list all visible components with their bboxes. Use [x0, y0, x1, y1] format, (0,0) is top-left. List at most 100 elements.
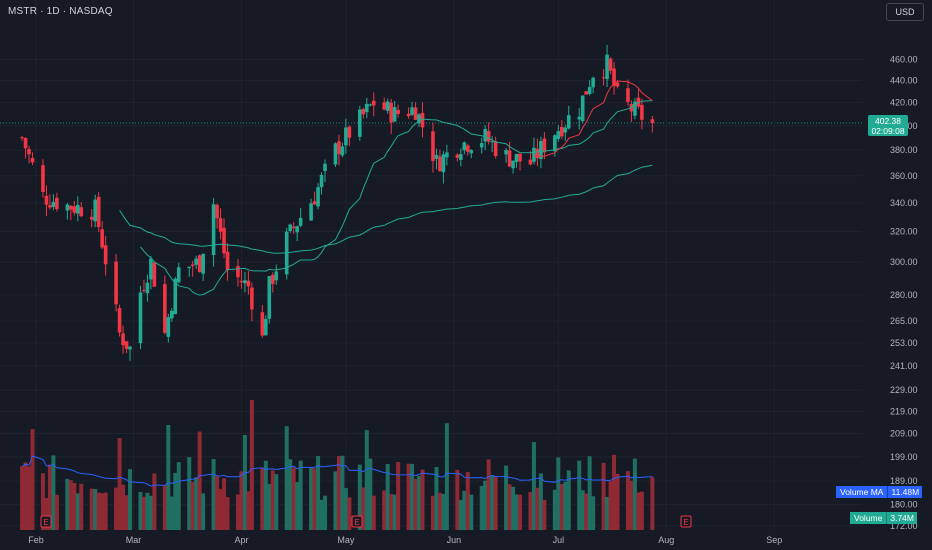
volume-bar: [605, 496, 610, 530]
volume-bar: [465, 472, 470, 530]
candle-body: [431, 131, 435, 161]
volume-bar: [542, 499, 547, 530]
candle-body: [459, 154, 463, 160]
candle-body: [465, 145, 470, 152]
volume-bar: [396, 461, 401, 530]
candle-body: [145, 282, 150, 294]
symbol-header[interactable]: MSTR · 1D · NASDAQ: [8, 6, 113, 17]
candle-body: [601, 77, 606, 79]
volume-bar: [295, 482, 300, 530]
moving-averages: [21, 80, 653, 487]
earnings-marker: [680, 515, 692, 528]
volume-bars: [20, 400, 655, 530]
volume-bar: [312, 468, 317, 530]
volume-bar: [385, 464, 390, 530]
volume-bar: [75, 493, 80, 530]
volume-bar: [368, 458, 373, 530]
candle-body: [486, 131, 491, 142]
volume-bar: [389, 493, 394, 530]
volume-bar: [420, 469, 425, 530]
candle-body: [41, 165, 45, 193]
volume-bar: [121, 484, 126, 530]
candle-body: [163, 284, 167, 333]
volume-bar: [625, 471, 630, 530]
ma-9-line: [533, 80, 653, 159]
volume-bar: [323, 495, 328, 530]
candle-body: [361, 108, 366, 115]
volume-ma-line: [21, 455, 653, 487]
volume-bar: [444, 423, 449, 530]
candle-body: [563, 127, 568, 133]
volume-bar: [483, 480, 488, 530]
candle-body: [117, 308, 122, 333]
candle-body: [295, 226, 299, 233]
price-axis-label: 172.00: [890, 521, 918, 531]
candle-body: [385, 101, 390, 111]
volume-bar: [152, 473, 157, 530]
candle-body: [211, 204, 216, 256]
volume-bar: [410, 463, 415, 530]
volume-bar: [563, 481, 568, 530]
volume-bar: [406, 463, 411, 530]
candle-body: [65, 204, 70, 211]
candle-body: [469, 150, 474, 154]
price-axis-label: 189.00: [890, 476, 918, 486]
candle-body: [124, 341, 129, 349]
volume-bar: [493, 476, 498, 530]
candle-body: [218, 218, 223, 232]
candle-body: [288, 224, 292, 232]
candle-body: [96, 196, 101, 228]
volume-bar: [201, 493, 206, 530]
candle-body: [410, 107, 414, 115]
candle-body: [44, 195, 49, 205]
candle-body: [79, 207, 84, 217]
volume-bar: [242, 435, 247, 530]
volume-ma-value: 11.48M: [887, 486, 923, 498]
volume-bar: [298, 460, 303, 530]
candle-body: [48, 205, 52, 208]
candle-body: [27, 149, 31, 155]
volume-bar: [336, 456, 341, 530]
volume-bar: [89, 488, 94, 530]
time-axis[interactable]: Feb Mar Apr May Jun Jul Aug Sep: [28, 535, 782, 545]
volume-bar: [54, 494, 59, 530]
volume-bar: [194, 477, 199, 530]
candle-body: [396, 109, 400, 114]
candles: [20, 44, 655, 361]
volume-bar: [462, 490, 467, 530]
candle-body: [528, 159, 533, 165]
volume-bar: [577, 460, 582, 530]
price-axis-label: 280.00: [890, 290, 918, 300]
volume-bar: [531, 442, 536, 530]
volume-bar: [364, 430, 369, 530]
candle-body: [389, 102, 393, 123]
volume-bar: [587, 456, 592, 530]
candle-body: [23, 137, 28, 149]
currency-button[interactable]: USD: [886, 3, 924, 21]
candle-body: [445, 152, 449, 158]
candle-body: [483, 129, 487, 142]
earnings-marker-letter: E: [354, 518, 359, 527]
last-price: 402.38: [875, 116, 901, 126]
volume-bar: [514, 494, 519, 530]
candle-body: [493, 141, 498, 157]
price-axis-label: 229.00: [890, 385, 918, 395]
candle-body: [75, 204, 80, 214]
candle-body: [30, 157, 35, 163]
volume-bar: [225, 497, 230, 530]
volume-bar: [176, 462, 181, 530]
candle-body: [591, 77, 595, 88]
volume-value: 3.74M: [886, 512, 917, 524]
candle-body: [55, 197, 59, 210]
candle-body: [264, 319, 268, 336]
candle-body: [553, 135, 557, 152]
candle-body: [556, 131, 561, 139]
candle-body: [72, 206, 77, 213]
candle-body: [312, 201, 317, 205]
candle-body: [323, 163, 327, 172]
volume-bar: [632, 458, 637, 530]
candle-body: [225, 251, 230, 271]
